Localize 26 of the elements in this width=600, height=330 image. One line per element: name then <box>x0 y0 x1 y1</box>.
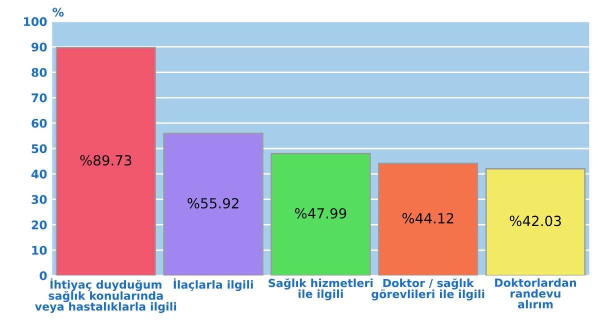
bar <box>485 168 586 276</box>
y-tick-label: 30 <box>32 195 47 204</box>
data-label: %89.73 <box>80 155 132 166</box>
y-tick-label: 60 <box>32 118 47 128</box>
x-tick-label: Doktor / sağlık görevlileri ile ilgili <box>372 278 484 300</box>
y-axis-title: % <box>52 8 64 17</box>
bar <box>270 152 371 276</box>
y-tick-label: 0 <box>40 271 47 280</box>
bar <box>56 46 156 276</box>
y-tick-label: 50 <box>32 144 47 154</box>
data-label: %55.92 <box>188 198 238 209</box>
bar <box>378 162 478 276</box>
y-tick-label: 20 <box>32 220 47 230</box>
data-label: %42.03 <box>510 216 561 226</box>
y-tick-label: 70 <box>32 93 47 102</box>
data-label: %44.12 <box>402 213 454 224</box>
y-tick-label: 90 <box>32 42 47 52</box>
y-tick-label: 100 <box>24 17 47 26</box>
bar <box>163 132 264 276</box>
y-tick-label: 80 <box>32 68 47 77</box>
y-tick-label: 10 <box>32 246 47 255</box>
data-label: %47.99 <box>294 208 346 219</box>
x-tick-label: Sağlık hizmetleri ile ilgili <box>268 278 373 300</box>
y-tick-label: 40 <box>31 170 47 179</box>
x-tick-label: İlaçlarla ilgili <box>174 278 253 292</box>
x-tick-label: Doktorlardan randevu alırım <box>495 278 576 308</box>
